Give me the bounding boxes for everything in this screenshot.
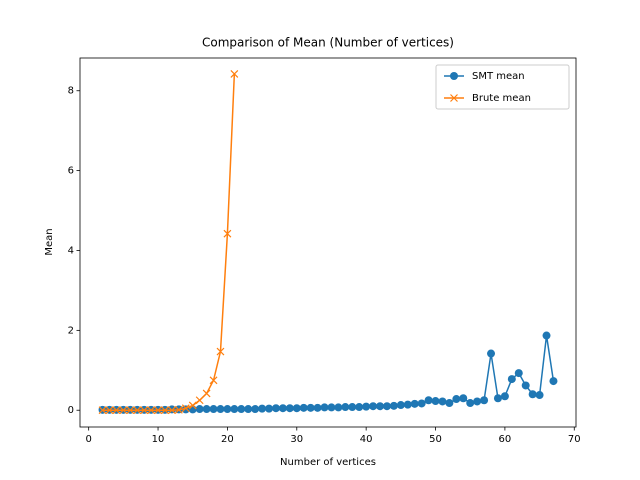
marker — [431, 397, 440, 406]
marker — [459, 394, 468, 403]
marker — [230, 70, 239, 78]
marker — [514, 369, 523, 378]
marker — [403, 400, 412, 409]
marker — [154, 406, 162, 415]
marker — [320, 403, 329, 412]
marker — [223, 229, 232, 238]
legend-marker — [450, 72, 458, 80]
marker — [265, 404, 274, 413]
marker — [271, 404, 280, 413]
x-tick-label: 40 — [360, 434, 373, 445]
marker — [133, 406, 142, 415]
marker — [313, 403, 322, 412]
marker — [98, 406, 107, 415]
marker — [161, 406, 169, 415]
y-tick-label: 8 — [68, 86, 74, 97]
marker — [535, 391, 544, 400]
chart-title: Comparison of Mean (Number of vertices) — [202, 36, 454, 50]
marker — [480, 396, 489, 405]
marker — [417, 399, 426, 408]
marker — [216, 405, 225, 414]
plot-frame — [79, 57, 577, 428]
marker — [167, 406, 176, 415]
marker — [202, 405, 211, 414]
legend-marker — [450, 94, 458, 102]
marker — [299, 403, 308, 412]
legend-box — [435, 64, 570, 110]
marker — [438, 397, 447, 406]
marker — [424, 396, 433, 405]
marker — [389, 401, 398, 410]
marker — [244, 405, 253, 414]
x-tick-label: 10 — [152, 434, 165, 445]
marker — [237, 405, 246, 414]
marker — [209, 376, 218, 385]
x-tick-label: 0 — [85, 434, 91, 445]
marker — [355, 403, 364, 412]
y-axis-label: Mean — [44, 228, 55, 255]
series-line — [102, 73, 236, 411]
marker — [223, 405, 232, 414]
marker — [507, 375, 516, 384]
marker — [188, 401, 197, 410]
marker — [334, 403, 343, 412]
marker — [445, 399, 454, 408]
marker — [147, 406, 156, 415]
marker — [396, 401, 405, 410]
marker — [473, 397, 482, 406]
marker — [112, 406, 121, 415]
legend-label: Brute mean — [472, 93, 531, 104]
marker — [181, 404, 190, 413]
marker — [306, 403, 315, 412]
marker — [327, 403, 336, 412]
marker — [369, 402, 378, 411]
marker — [195, 396, 204, 405]
marker — [521, 381, 530, 390]
marker — [452, 395, 461, 404]
marker — [376, 402, 385, 411]
marker — [126, 406, 135, 415]
marker — [251, 405, 260, 414]
marker — [195, 405, 204, 414]
marker — [174, 405, 183, 414]
marker — [362, 402, 371, 411]
marker — [278, 404, 287, 413]
y-tick-label: 6 — [68, 166, 74, 177]
x-axis-label: Number of vertices — [280, 457, 376, 468]
marker — [119, 406, 128, 415]
marker — [230, 405, 239, 414]
marker — [140, 406, 149, 415]
marker — [549, 377, 558, 386]
legend-label: SMT mean — [472, 71, 525, 82]
marker — [292, 404, 301, 413]
marker — [500, 392, 509, 401]
marker — [209, 405, 218, 414]
marker — [341, 403, 350, 412]
x-tick-label: 20 — [221, 434, 234, 445]
marker — [105, 406, 114, 415]
y-tick-label: 2 — [68, 325, 74, 336]
marker — [466, 399, 475, 408]
x-tick-label: 50 — [429, 434, 442, 445]
marker — [542, 331, 551, 340]
marker — [348, 403, 357, 412]
x-tick-label: 60 — [499, 434, 512, 445]
marker — [216, 347, 225, 356]
marker — [382, 402, 391, 411]
marker — [202, 389, 211, 398]
x-tick-label: 30 — [290, 434, 303, 445]
marker — [410, 399, 419, 408]
marker — [285, 404, 294, 413]
y-tick-label: 0 — [68, 405, 74, 416]
marker — [493, 394, 502, 403]
marker — [258, 404, 267, 413]
marker — [528, 390, 537, 399]
x-tick-label: 70 — [568, 434, 581, 445]
y-tick-label: 4 — [68, 245, 74, 256]
marker — [487, 349, 496, 358]
